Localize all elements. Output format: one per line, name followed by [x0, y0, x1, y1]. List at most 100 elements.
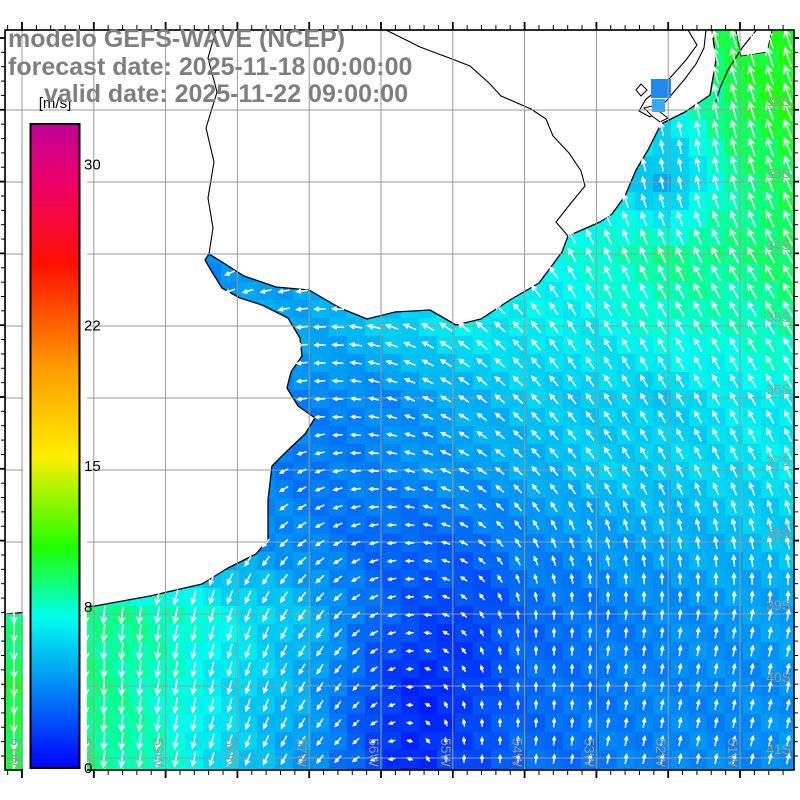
wind-arrow [784, 463, 792, 478]
colorbar-tick-label: 22 [84, 317, 101, 334]
wind-arrow [334, 700, 342, 710]
wind-arrow [497, 753, 503, 764]
wind-arrow [515, 609, 520, 620]
wind-arrow [404, 558, 415, 564]
wind-arrow [783, 82, 793, 103]
wind-arrow [136, 678, 144, 697]
wind-arrow [118, 732, 126, 751]
wind-arrow [406, 757, 414, 762]
wind-arrow [640, 464, 648, 477]
wind-arrow [385, 468, 398, 474]
wind-arrow [589, 773, 592, 781]
wind-arrow [657, 355, 667, 370]
ocean-cell [473, 768, 491, 770]
wind-arrow [696, 752, 701, 765]
wind-arrow [494, 375, 506, 386]
wind-arrow [312, 306, 327, 312]
wind-arrow [748, 481, 756, 496]
wind-arrow [678, 698, 683, 711]
wind-arrow [785, 644, 791, 657]
wind-arrow [639, 337, 649, 352]
wind-arrow [677, 662, 683, 675]
wind-arrow [729, 391, 739, 406]
wind-arrow [441, 612, 450, 617]
wind-arrow [765, 337, 775, 353]
wind-arrow [458, 449, 470, 457]
wind-arrow [551, 609, 557, 620]
wind-arrow [603, 374, 613, 387]
lat-label: 39S [766, 597, 791, 613]
wind-arrow [657, 300, 667, 317]
wind-arrow [496, 538, 504, 547]
wind-arrow [603, 392, 613, 405]
wind-arrow [296, 504, 307, 511]
wind-arrow [585, 265, 595, 281]
wind-arrow [784, 481, 792, 496]
wind-arrow [552, 753, 557, 764]
wind-arrow [750, 734, 755, 747]
wind-arrow [423, 667, 432, 672]
wind-arrow [244, 734, 251, 749]
wind-arrow [585, 464, 595, 477]
wind-arrow [315, 610, 324, 621]
wind-arrow [642, 716, 647, 729]
wind-arrow [765, 391, 775, 406]
wind-arrow [298, 699, 306, 712]
ocean-cell [725, 768, 743, 770]
wind-arrow [677, 536, 683, 549]
wind-arrow [100, 714, 108, 733]
wind-arrow [693, 373, 703, 388]
wind-arrow [621, 319, 631, 334]
wind-arrow [172, 624, 179, 643]
wind-arrow [295, 378, 308, 384]
wind-arrow [678, 716, 683, 729]
wind-arrow [569, 573, 574, 584]
wind-arrow [715, 773, 718, 782]
wind-arrow [261, 556, 270, 567]
wind-arrow [278, 485, 289, 493]
wind-arrow [731, 644, 737, 657]
wind-arrow [100, 750, 108, 769]
ocean-cell [779, 696, 794, 714]
wind-arrow [586, 482, 594, 495]
wind-arrow [228, 771, 233, 783]
ocean-cell [779, 750, 794, 768]
barrier-coastline [715, 30, 758, 103]
wind-arrow [226, 625, 233, 642]
wind-arrow [642, 753, 647, 765]
wind-arrow [190, 697, 197, 714]
wind-arrow [640, 482, 648, 495]
wind-arrow [659, 572, 665, 585]
wind-arrow [440, 504, 451, 510]
wind-arrow [729, 373, 739, 388]
wind-arrow [280, 735, 288, 748]
wind-arrow [460, 611, 467, 618]
wind-arrow [747, 136, 756, 157]
wind-arrow [476, 412, 488, 421]
wind-arrow [457, 376, 470, 385]
wind-arrow [421, 377, 434, 385]
wind-arrow [640, 157, 647, 172]
wind-arrow [423, 576, 433, 581]
wind-arrow [567, 265, 577, 280]
wind-arrow [190, 589, 197, 606]
wind-arrow [313, 396, 326, 402]
wind-arrow [606, 735, 611, 746]
lat-label: 34S [766, 237, 791, 253]
wind-arrow [208, 697, 215, 714]
wind-arrow [208, 625, 215, 642]
ocean-cell [311, 768, 329, 770]
wind-arrow [551, 645, 557, 656]
wind-arrow [606, 663, 611, 674]
wind-arrow [641, 572, 647, 585]
wind-arrow [622, 500, 629, 513]
wind-arrow [458, 467, 470, 475]
wind-arrow [367, 378, 380, 383]
wind-arrow [226, 607, 233, 624]
wind-arrow [499, 774, 502, 781]
wind-arrow [176, 769, 179, 770]
wind-arrow [298, 645, 306, 658]
wind-arrow [497, 735, 503, 746]
wind-arrow [747, 300, 757, 317]
wind-arrow [696, 734, 701, 747]
